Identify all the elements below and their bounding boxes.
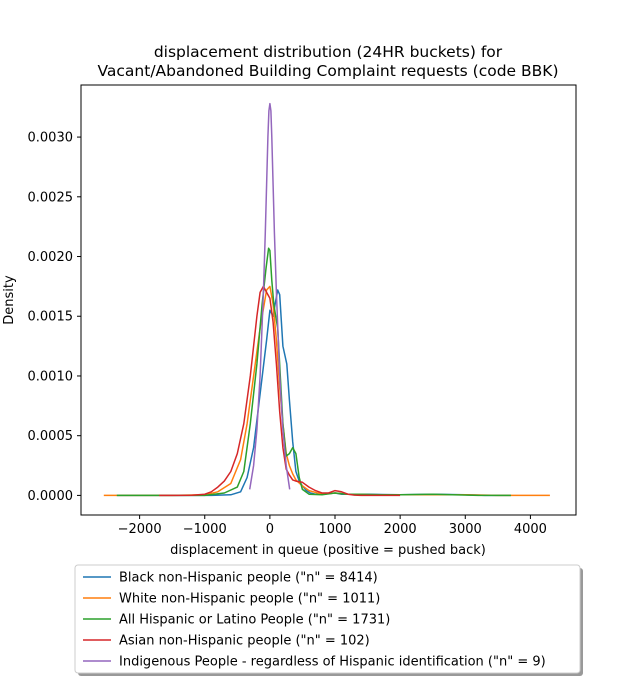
y-tick-label: 0.0010: [28, 369, 74, 384]
plot-frame: [80, 84, 577, 516]
legend-label-3: Asian non-Hispanic people ("n" = 102): [119, 634, 370, 649]
y-tick-label: 0.0000: [28, 489, 74, 504]
plot-lines: [103, 102, 550, 497]
legend-items: Black non-Hispanic people ("n" = 8414) Wh…: [83, 571, 546, 670]
y-tick-label: 0.0030: [28, 131, 74, 146]
legend-box: [74, 564, 581, 674]
chart-title-line-1: displacement distribution (24HR buckets)…: [154, 43, 503, 61]
legend-label-4: Indigenous People - regardless of Hispan…: [119, 655, 546, 670]
x-axis-ticks: −2000 −1000 0 1000 2000 3000 4000: [118, 515, 547, 537]
legend: Black non-Hispanic people ("n" = 8414) Wh…: [74, 564, 583, 676]
series-line-0: [116, 289, 511, 497]
series-line-3: [159, 285, 401, 497]
chart-title-line-2: Vacant/Abandoned Building Complaint requ…: [98, 62, 559, 80]
series-line-2: [116, 247, 511, 497]
legend-label-2: All Hispanic or Latino People ("n" = 173…: [119, 613, 390, 628]
series-line-1: [103, 285, 550, 497]
x-tick-label: 3000: [449, 522, 482, 537]
x-tick-label: −2000: [118, 522, 162, 537]
x-tick-label: 0: [266, 522, 274, 537]
x-tick-label: 2000: [384, 522, 417, 537]
y-tick-label: 0.0015: [28, 310, 74, 325]
y-axis-label: Density: [2, 275, 17, 325]
legend-label-0: Black non-Hispanic people ("n" = 8414): [119, 571, 378, 586]
y-tick-label: 0.0025: [28, 190, 74, 205]
x-tick-label: 1000: [318, 522, 351, 537]
y-axis-ticks: 0.0000 0.0005 0.0010 0.0015 0.0020 0.0025 0.00…: [28, 131, 81, 504]
x-axis-label: displacement in queue (positive = pushed…: [170, 543, 486, 558]
series-line-4: [248, 102, 291, 490]
y-tick-label: 0.0005: [28, 429, 74, 444]
y-tick-label: 0.0020: [28, 250, 74, 265]
legend-label-1: White non-Hispanic people ("n" = 1011): [119, 592, 380, 607]
x-tick-label: −1000: [183, 522, 227, 537]
x-tick-label: 4000: [514, 522, 547, 537]
